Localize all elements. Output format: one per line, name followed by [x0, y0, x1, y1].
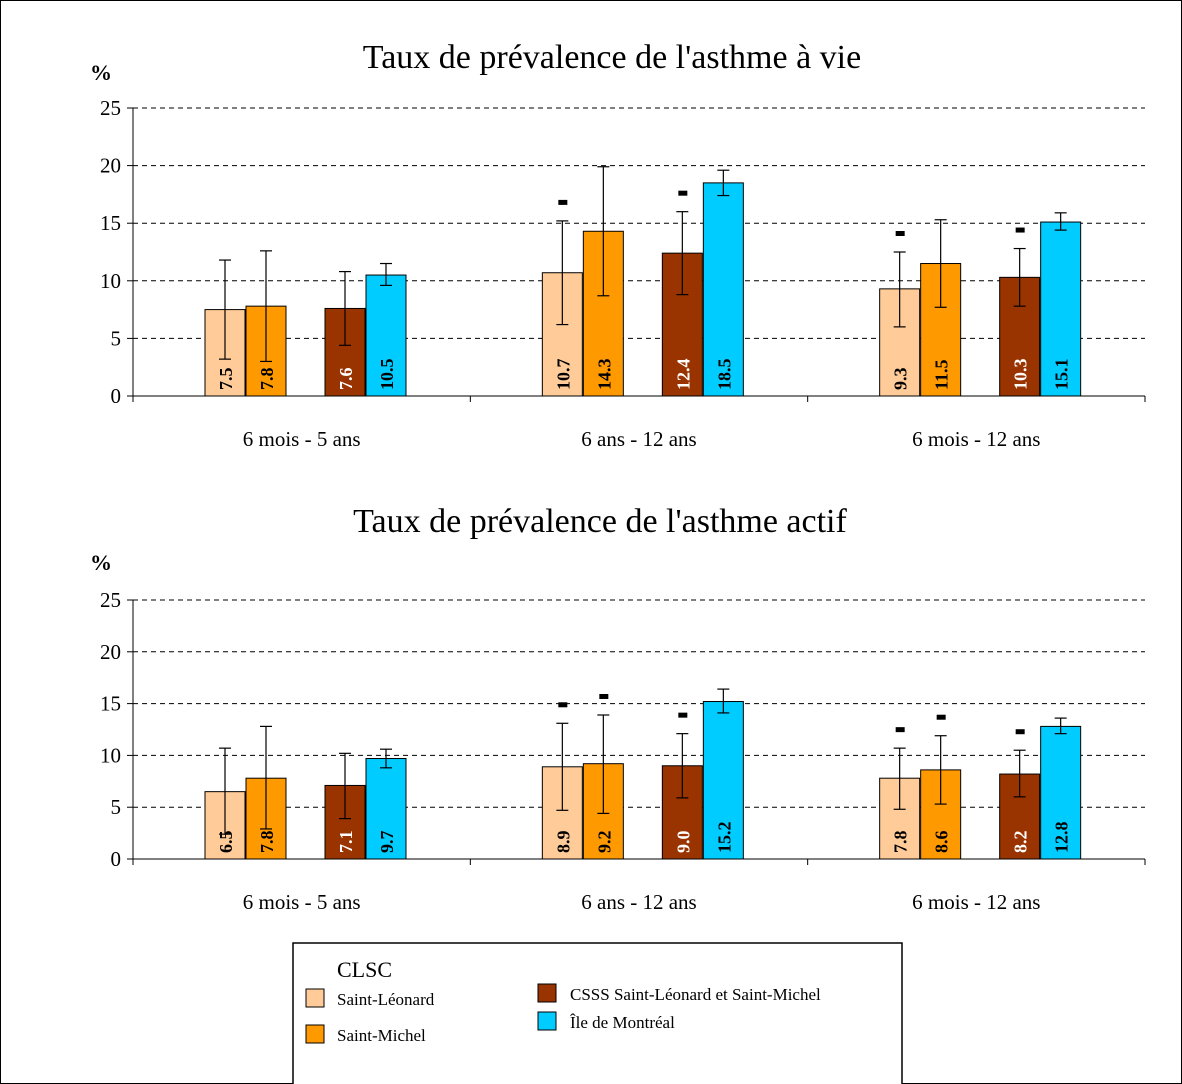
x-tick-label: 6 ans - 12 ans: [581, 427, 696, 451]
marker-dash: [1015, 227, 1025, 233]
marker-dash: [678, 190, 688, 196]
y-tick-label: 20: [100, 640, 121, 664]
value-label: 10.7: [553, 359, 573, 391]
y-tick-label: 10: [100, 269, 121, 293]
marker-dash: [895, 231, 905, 236]
value-label: 7.8: [257, 368, 277, 391]
bar-montreal: [702, 182, 744, 397]
legend: CLSC Saint-Léonard Saint-Michel CSSS Sai…: [292, 942, 903, 1084]
value-label: 14.3: [594, 359, 614, 391]
y-axis-unit: %: [90, 550, 112, 575]
x-tick-label: 6 ans - 12 ans: [581, 890, 696, 914]
value-label: 7.8: [257, 831, 277, 854]
value-label: 7.1: [336, 831, 356, 854]
marker-dash: [895, 727, 905, 733]
value-label: 7.6: [336, 368, 356, 391]
legend-label-saint-leonard: Saint-Léonard: [337, 990, 435, 1009]
bar-montreal: [365, 758, 407, 860]
value-label: 9.0: [673, 831, 693, 854]
value-label: 10.3: [1011, 359, 1031, 391]
value-label: 18.5: [714, 359, 734, 391]
y-tick-label: 5: [111, 795, 122, 819]
plot-area: 0 5 10 15 20 25 6 mois - 5 ans 7.5 7.8 7.6 10.5 6 a…: [100, 96, 1146, 451]
x-tick-label: 6 mois - 12 ans: [912, 890, 1040, 914]
value-label: 12.8: [1052, 822, 1072, 854]
chart-title: Taux de prévalence de l'asthme actif: [353, 503, 847, 540]
y-tick-label: 15: [100, 211, 121, 235]
x-tick-label: 6 mois - 5 ans: [243, 427, 361, 451]
value-label: 7.8: [891, 831, 911, 854]
x-tick-label: 6 mois - 12 ans: [912, 427, 1040, 451]
bar-montreal: [702, 701, 744, 860]
bar-csss: [999, 773, 1041, 860]
legend-swatch-csss: [537, 983, 557, 1003]
legend-swatch-saint-leonard: [305, 988, 325, 1008]
chart-lifetime-asthma: Taux de prévalence de l'asthme à vie % 0…: [90, 39, 1146, 451]
chart-active-asthma: Taux de prévalence de l'asthme actif % 0…: [90, 503, 1146, 914]
bar-montreal: [365, 274, 407, 397]
chart-title: Taux de prévalence de l'asthme à vie: [363, 39, 861, 76]
legend-swatch-saint-michel: [305, 1024, 325, 1044]
x-tick-label: 6 mois - 5 ans: [243, 890, 361, 914]
marker-dash: [558, 702, 568, 708]
bar-montreal: [1040, 725, 1082, 860]
value-label: 6.5: [216, 831, 236, 854]
bar-montreal: [1040, 221, 1082, 397]
plot-area: 0 5 10 15 20 25 6 mois - 5 ans 6.5 7.8 7.1 9.7 6 an…: [100, 588, 1146, 914]
y-tick-label: 0: [111, 847, 122, 871]
value-label: 9.7: [377, 831, 397, 854]
legend-title: CLSC: [337, 957, 392, 982]
value-label: 8.6: [932, 831, 952, 854]
marker-dash: [599, 693, 609, 699]
y-tick-label: 20: [100, 154, 121, 178]
value-label: 9.2: [594, 831, 614, 854]
y-tick-label: 5: [111, 326, 122, 350]
value-label: 8.9: [553, 831, 573, 854]
y-tick-label: 25: [100, 96, 121, 120]
value-label: 15.2: [714, 822, 734, 854]
legend-box: [292, 942, 903, 1084]
legend-label-montreal: Île de Montréal: [570, 1013, 675, 1032]
value-label: 10.5: [377, 359, 397, 391]
y-tick-label: 25: [100, 588, 121, 612]
marker-dash: [936, 714, 946, 720]
y-tick-label: 0: [111, 384, 122, 408]
y-tick-label: 15: [100, 692, 121, 716]
value-label: 15.1: [1052, 359, 1072, 391]
value-label: 8.2: [1011, 831, 1031, 854]
legend-label-saint-michel: Saint-Michel: [337, 1026, 426, 1045]
marker-dash: [678, 712, 688, 718]
marker-dash: [558, 199, 568, 205]
marker-dash: [1015, 729, 1025, 735]
legend-label-csss: CSSS Saint-Léonard et Saint-Michel: [570, 985, 821, 1004]
y-tick-label: 10: [100, 743, 121, 767]
value-label: 11.5: [932, 359, 952, 390]
y-axis-unit: %: [90, 60, 112, 85]
value-label: 9.3: [891, 368, 911, 391]
value-label: 7.5: [216, 368, 236, 391]
legend-swatch-montreal: [537, 1011, 557, 1031]
value-label: 12.4: [673, 359, 693, 391]
